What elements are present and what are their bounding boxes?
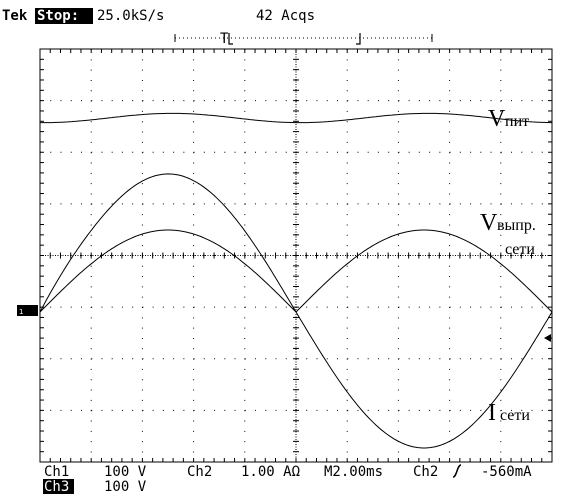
svg-text:1: 1 xyxy=(19,308,23,316)
sample-rate-label: 25.0kS/s xyxy=(97,8,164,24)
brand-label: Tek xyxy=(2,8,28,24)
trace-label-rectified: V выпр. сети xyxy=(480,210,536,258)
run-state-badge xyxy=(35,8,93,24)
record-window-right-bracket xyxy=(356,33,361,45)
timebase-label: M2.00ms xyxy=(324,464,383,480)
trace-supply-voltage xyxy=(40,112,552,124)
trace-line-current xyxy=(39,173,553,449)
rising-slope-icon xyxy=(452,464,462,478)
trigger-source-label: Ch2 xyxy=(413,464,438,480)
ch3-label: Ch3 xyxy=(44,479,69,495)
rectified-voltage-subscript: выпр. xyxy=(497,217,536,234)
waveform-traces xyxy=(39,112,553,449)
line-current-subscript: сети xyxy=(500,407,530,424)
supply-voltage-symbol: V xyxy=(488,106,506,132)
ch2-scale: 1.00 AΩ xyxy=(241,464,300,480)
channel-ground-marker-icon: 1 xyxy=(17,305,38,316)
record-position-bar: T xyxy=(174,31,433,47)
trace-label-current: I сети xyxy=(488,400,530,426)
supply-voltage-subscript: пит xyxy=(505,113,529,130)
trace-label-supply: V пит xyxy=(488,106,529,132)
line-current-symbol: I xyxy=(488,400,496,426)
ch3-scale: 100 V xyxy=(104,479,147,495)
ch1-label: Ch1 xyxy=(44,464,69,480)
record-window-left-bracket xyxy=(228,33,233,45)
ch1-scale: 100 V xyxy=(104,464,147,480)
ch3-badge xyxy=(43,479,74,494)
status-header: Tek Stop: 25.0kS/s 42 Acqs xyxy=(2,8,315,24)
trigger-level-label: -560mA xyxy=(481,464,532,480)
ch2-label: Ch2 xyxy=(187,464,212,480)
acquisition-count-label: 42 Acqs xyxy=(256,8,315,24)
rectified-voltage-subscript-line2: сети xyxy=(505,241,535,258)
channel-settings-footer: Ch1 100 V Ch2 1.00 AΩ M2.00ms Ch2 -560mA… xyxy=(43,464,532,495)
trigger-position-marker: T xyxy=(220,31,229,47)
rectified-voltage-symbol: V xyxy=(480,210,498,236)
graticule xyxy=(39,48,553,463)
run-state-label: Stop: xyxy=(37,8,79,24)
trigger-level-arrow-icon xyxy=(544,334,551,342)
